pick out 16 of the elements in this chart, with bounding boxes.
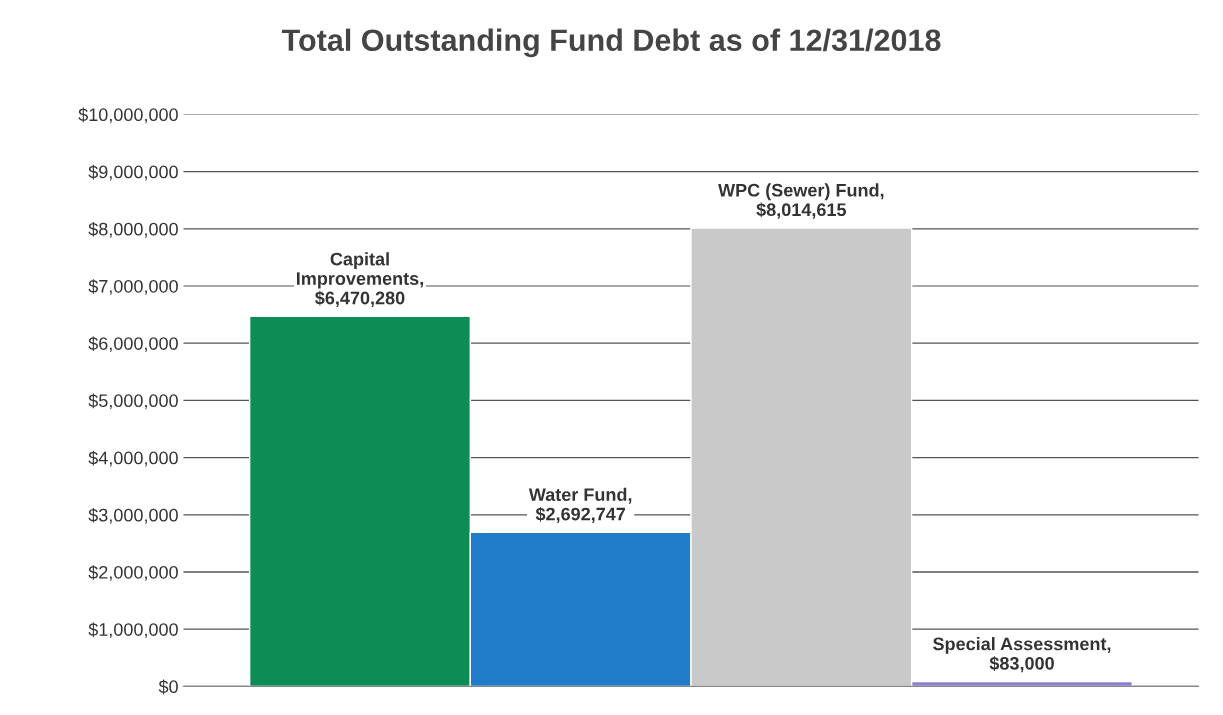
- data-label: WPC (Sewer) Fund, $8,014,615: [718, 183, 884, 219]
- y-tick-label: $10,000,000: [78, 107, 178, 124]
- data-label: Special Assessment, $83,000: [933, 637, 1111, 673]
- y-tick-label: $8,000,000: [88, 221, 178, 238]
- y-tick-label: $0: [158, 679, 178, 695]
- y-tick-label: $2,000,000: [88, 565, 178, 581]
- y-tick-label: $6,000,000: [88, 336, 178, 353]
- chart-title: Total Outstanding Fund Debt as of 12/31/2018: [281, 28, 941, 58]
- data-label: Capital Improvements, $6,470,280: [296, 252, 423, 308]
- y-tick-label: $1,000,000: [88, 622, 178, 639]
- y-tick-label: $5,000,000: [88, 393, 178, 410]
- y-tick-label: $7,000,000: [88, 279, 178, 295]
- data-label: Water Fund, $2,692,747: [528, 487, 632, 524]
- y-tick-label: $3,000,000: [88, 507, 178, 524]
- y-tick-label: $9,000,000: [88, 164, 178, 181]
- y-tick-label: $4,000,000: [88, 450, 178, 467]
